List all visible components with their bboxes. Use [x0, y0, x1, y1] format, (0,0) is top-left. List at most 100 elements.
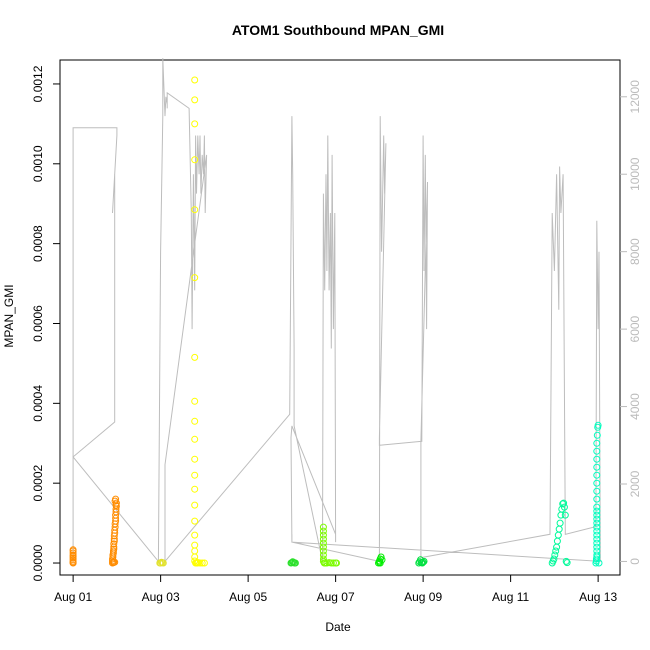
data-point	[191, 455, 199, 463]
data-point	[191, 353, 199, 361]
data-point	[593, 539, 601, 547]
data-point	[376, 559, 384, 567]
data-point	[319, 527, 327, 535]
data-point	[553, 543, 561, 551]
y2-tick-label: 4000	[628, 393, 642, 420]
data-point	[191, 531, 199, 539]
data-point	[593, 527, 601, 535]
data-point	[191, 417, 199, 425]
right-y-axis: 0 2000 4000 6000 8000 10000 12000	[620, 80, 642, 565]
data-point	[191, 76, 199, 84]
data-point	[593, 479, 601, 487]
data-point	[550, 555, 558, 563]
data-point	[319, 535, 327, 543]
data-point	[560, 503, 568, 511]
data-point	[319, 543, 327, 551]
data-point	[191, 120, 199, 128]
data-point	[593, 535, 601, 543]
data-point	[291, 559, 299, 567]
data-point	[159, 559, 167, 567]
data-point	[593, 463, 601, 471]
data-point	[593, 503, 601, 511]
points-layer	[69, 76, 603, 567]
data-point	[333, 559, 340, 567]
x-tick-label: Aug 07	[317, 590, 355, 604]
altitude-line	[72, 58, 601, 563]
data-point	[595, 559, 603, 567]
data-point	[198, 559, 206, 567]
data-point	[191, 96, 199, 104]
data-point	[551, 551, 559, 559]
x-tick-label: Aug 09	[404, 590, 442, 604]
data-point	[562, 557, 570, 565]
data-point	[191, 485, 199, 493]
data-point	[593, 447, 601, 455]
data-point	[191, 517, 199, 525]
plot-frame	[59, 59, 621, 576]
data-point	[319, 539, 327, 547]
data-point	[593, 455, 601, 463]
data-point	[593, 523, 601, 531]
y-tick-label: 0.0000	[31, 544, 45, 581]
data-point	[593, 439, 601, 447]
y-tick-label: 0.0010	[31, 145, 45, 182]
data-point	[561, 511, 569, 519]
y2-tick-label: 0	[628, 558, 642, 565]
data-point	[112, 501, 120, 509]
data-point	[110, 545, 118, 553]
data-point	[593, 431, 601, 439]
y-tick-label: 0.0008	[31, 225, 45, 262]
data-point	[418, 559, 426, 567]
data-point	[319, 547, 327, 555]
data-point	[319, 523, 327, 531]
y2-tick-label: 10000	[628, 157, 642, 191]
data-point	[110, 540, 118, 548]
y-tick-label: 0.0006	[31, 305, 45, 342]
data-point	[191, 471, 199, 479]
y-tick-label: 0.0004	[31, 385, 45, 422]
x-tick-label: Aug 11	[492, 590, 529, 604]
data-point	[200, 559, 208, 567]
data-point	[319, 531, 327, 539]
data-point	[560, 499, 568, 507]
data-point	[554, 531, 562, 539]
y-tick-label: 0.0002	[31, 465, 45, 502]
data-point	[69, 549, 77, 557]
data-point	[191, 156, 199, 164]
data-point	[593, 495, 601, 503]
data-point	[191, 547, 199, 555]
y-axis: 0.0000 0.0002 0.0004 0.0006 0.0008 0.0010 0.00…	[31, 65, 61, 581]
data-point	[191, 274, 199, 282]
data-point	[593, 543, 601, 551]
x-tick-label: Aug 03	[142, 590, 180, 604]
data-point	[191, 541, 199, 549]
data-point	[110, 537, 118, 545]
data-point	[563, 559, 571, 567]
data-point	[329, 559, 337, 567]
y2-tick-label: 12000	[628, 80, 642, 114]
data-point	[375, 558, 383, 566]
data-point	[593, 511, 601, 519]
x-tick-label: Aug 13	[579, 590, 617, 604]
data-point	[69, 546, 77, 554]
data-point	[191, 397, 199, 405]
x-axis-label: Date	[325, 620, 351, 634]
x-axis: Aug 01 Aug 03 Aug 05 Aug 07 Aug 09 Aug 11 Aug …	[54, 574, 617, 604]
data-point	[327, 559, 335, 567]
data-point	[593, 515, 601, 523]
data-point	[555, 525, 563, 533]
y2-tick-label: 8000	[628, 238, 642, 265]
data-point	[191, 501, 199, 509]
data-point	[319, 555, 327, 563]
data-point	[191, 435, 199, 443]
data-point	[191, 206, 199, 214]
data-point	[69, 551, 77, 559]
data-point	[593, 507, 601, 515]
data-point	[593, 519, 601, 527]
x-tick-label: Aug 01	[54, 590, 92, 604]
data-point	[593, 487, 601, 495]
y-tick-label: 0.0012	[31, 65, 45, 102]
data-point	[552, 547, 560, 555]
y2-tick-label: 6000	[628, 315, 642, 342]
